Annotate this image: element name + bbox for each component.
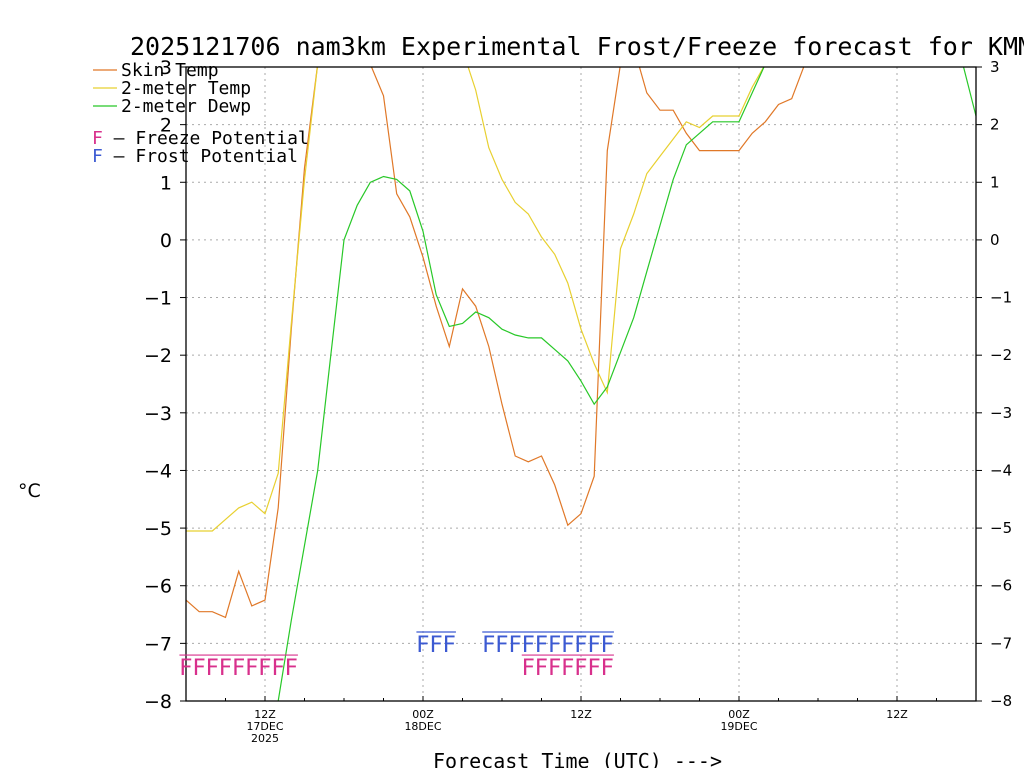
series-skin-temp	[186, 67, 805, 619]
y-tick-label-left: 3	[160, 57, 172, 79]
series-2-meter-dewp	[277, 67, 976, 701]
y-tick-label-right: 3	[990, 58, 1000, 76]
y-tick-label-left: −2	[144, 345, 172, 367]
y-tick-label-right: −2	[990, 346, 1012, 364]
frost-group-letters: FFF	[416, 633, 456, 658]
y-tick-label-right: −7	[990, 634, 1012, 652]
y-tick-label-right: 2	[990, 116, 1000, 134]
y-tick-label-left: 2	[160, 115, 172, 137]
y-tick-label-left: −5	[144, 518, 172, 540]
y-tick-label-left: −3	[144, 403, 172, 425]
y-tick-label-right: 1	[990, 173, 1000, 191]
series-2-meter-temp	[186, 67, 765, 532]
y-tick-label-right: −8	[990, 692, 1012, 710]
frost-group-letters: FFFFFFFFF	[179, 656, 298, 681]
legend-potential: F – Frost Potential	[92, 146, 298, 167]
y-tick-label-left: −7	[144, 633, 172, 655]
x-tick-label: 17DEC	[246, 720, 283, 733]
x-tick-label: 19DEC	[720, 720, 757, 733]
x-tick-label: 2025	[251, 732, 279, 745]
grid-lines	[186, 67, 976, 701]
y-tick-label-left: −8	[144, 691, 172, 713]
frost-group-letters: FFFFFFF	[522, 656, 614, 681]
legend-label: 2-meter Dewp	[121, 96, 251, 117]
y-tick-label-left: 1	[160, 172, 172, 194]
series-lines	[186, 67, 976, 701]
y-axis: −8 −8 −7 −7 −6 −6 −5 −5 −4 −4 −3 −3 −2 −2 −1 −1 0 0 1 1 2 2 3 3	[144, 57, 1012, 713]
legend-potential: F – Freeze Potential	[92, 128, 309, 149]
x-axis-label: Forecast Time (UTC) --->	[433, 749, 722, 768]
legend-potential-letter: F	[92, 128, 103, 149]
chart-title: 2025121706 nam3km Experimental Frost/Fre…	[130, 32, 1024, 61]
x-tick-label: 00Z	[412, 708, 434, 721]
x-tick-label: 12Z	[570, 708, 592, 721]
frost-group-letters: FFFFFFFFFF	[482, 633, 614, 658]
plot-frame	[185, 66, 977, 702]
y-tick-label-right: −4	[990, 461, 1012, 479]
y-tick-label-left: 0	[160, 230, 172, 252]
legend-label: Skin Temp	[121, 60, 219, 81]
y-tick-label-right: −3	[990, 404, 1012, 422]
x-tick-label: 12Z	[886, 708, 908, 721]
y-tick-label-left: −4	[144, 460, 172, 482]
legend-potential-letter: F	[92, 146, 103, 167]
legend-potential-label: – Frost Potential	[103, 146, 298, 167]
y-tick-label-left: −1	[144, 288, 172, 310]
legend-label: 2-meter Temp	[121, 78, 251, 99]
y-axis-label: °C	[18, 480, 41, 502]
x-tick-label: 12Z	[254, 708, 276, 721]
y-tick-label-right: −6	[990, 577, 1012, 595]
y-tick-label-left: −6	[144, 576, 172, 598]
x-tick-label: 00Z	[728, 708, 750, 721]
y-tick-label-right: −1	[990, 289, 1012, 307]
x-tick-label: 18DEC	[404, 720, 441, 733]
y-tick-label-right: 0	[990, 231, 1000, 249]
legend-potential-label: – Freeze Potential	[103, 128, 309, 149]
y-tick-label-right: −5	[990, 519, 1012, 537]
